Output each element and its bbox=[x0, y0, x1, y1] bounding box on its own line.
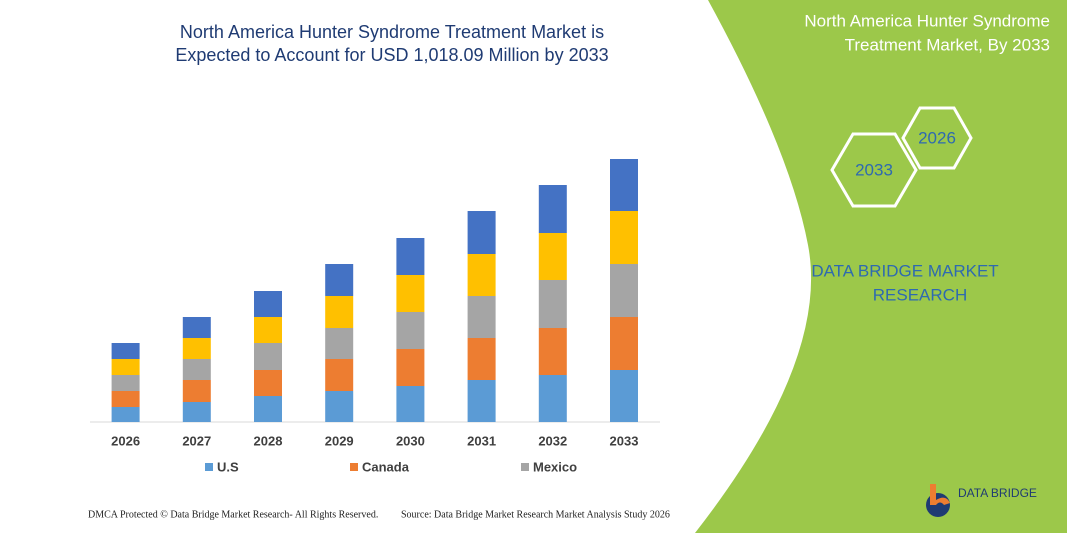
brand-text: RESEARCH bbox=[873, 285, 967, 304]
legend-label: Mexico bbox=[533, 459, 577, 474]
hex-label: 2026 bbox=[918, 128, 956, 147]
bar-segment bbox=[610, 370, 638, 422]
bar-segment bbox=[538, 280, 567, 328]
bar-segment bbox=[254, 396, 282, 422]
bar-segment bbox=[467, 380, 496, 422]
bar-segment bbox=[254, 370, 282, 396]
x-tick-label: 2032 bbox=[538, 433, 567, 448]
x-tick-label: 2026 bbox=[111, 433, 140, 448]
bar-segment bbox=[182, 380, 211, 402]
logo-text: DATA BRIDGE bbox=[958, 486, 1037, 500]
bar-segment bbox=[538, 233, 567, 280]
legend-swatch bbox=[521, 463, 529, 471]
x-tick-label: 2029 bbox=[325, 433, 354, 448]
bar-segment bbox=[610, 264, 638, 317]
bar-segment bbox=[182, 402, 211, 422]
bar-segment bbox=[325, 264, 354, 296]
chart-title: North America Hunter Syndrome Treatment … bbox=[180, 22, 604, 42]
legend-swatch bbox=[205, 463, 213, 471]
bar-segment bbox=[538, 375, 567, 422]
bar-segment bbox=[467, 296, 496, 338]
legend-label: U.S bbox=[217, 459, 239, 474]
bar-segment bbox=[111, 407, 140, 422]
bar-segment bbox=[396, 238, 425, 275]
bar-segment bbox=[325, 296, 354, 328]
x-tick-label: 2030 bbox=[396, 433, 425, 448]
x-tick-label: 2033 bbox=[610, 433, 639, 448]
bar-segment bbox=[396, 349, 425, 386]
hex-label: 2033 bbox=[855, 160, 893, 179]
bar-segment bbox=[325, 328, 354, 359]
bar-segment bbox=[254, 291, 282, 317]
bar-segment bbox=[467, 338, 496, 380]
hexagon bbox=[830, 132, 918, 208]
bar-segment bbox=[325, 391, 354, 422]
bar-segment bbox=[325, 359, 354, 391]
bar-segment bbox=[467, 211, 496, 254]
bar-segment bbox=[254, 317, 282, 343]
bar-segment bbox=[396, 275, 425, 312]
bar-segment bbox=[610, 317, 638, 370]
x-tick-label: 2031 bbox=[467, 433, 496, 448]
logo-icon bbox=[930, 484, 950, 505]
bar-segment bbox=[396, 386, 425, 422]
bar-segment bbox=[182, 359, 211, 380]
bar-segment bbox=[538, 328, 567, 375]
footer-text: Source: Data Bridge Market Research Mark… bbox=[401, 509, 670, 520]
bar-segment bbox=[111, 391, 140, 407]
bar-segment bbox=[182, 338, 211, 359]
legend-label: Canada bbox=[362, 459, 410, 474]
legend-swatch bbox=[350, 463, 358, 471]
bar-segment bbox=[610, 211, 638, 264]
hexagon bbox=[901, 106, 973, 170]
footer-text: DMCA Protected © Data Bridge Market Rese… bbox=[88, 509, 378, 520]
chart-title: Expected to Account for USD 1,018.09 Mil… bbox=[175, 45, 608, 65]
bar-segment bbox=[396, 312, 425, 349]
bar-segment bbox=[111, 359, 140, 375]
panel-title: Treatment Market, By 2033 bbox=[845, 35, 1050, 54]
bar-segment bbox=[111, 375, 140, 391]
x-tick-label: 2027 bbox=[182, 433, 211, 448]
bar-segment bbox=[610, 159, 638, 211]
bar-segment bbox=[111, 343, 140, 359]
side-panel bbox=[695, 0, 1067, 533]
brand-text: DATA BRIDGE MARKET bbox=[811, 261, 998, 280]
x-tick-label: 2028 bbox=[254, 433, 283, 448]
bar-segment bbox=[467, 254, 496, 296]
logo-icon bbox=[926, 493, 950, 517]
panel-title: North America Hunter Syndrome bbox=[804, 11, 1050, 30]
bar-segment bbox=[538, 185, 567, 233]
bar-segment bbox=[182, 317, 211, 338]
bar-segment bbox=[254, 343, 282, 370]
